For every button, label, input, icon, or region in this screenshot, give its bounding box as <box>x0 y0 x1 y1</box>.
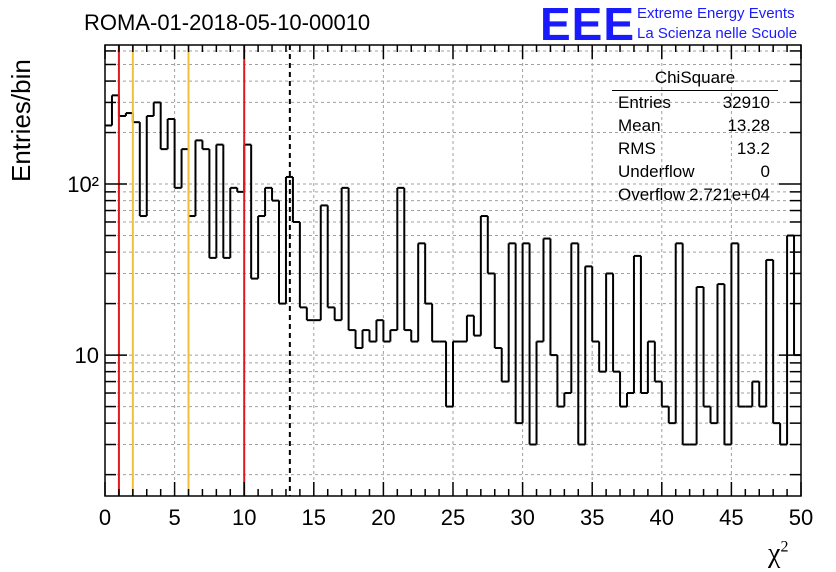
plot-title: ROMA-01-2018-05-10-00010 <box>84 10 371 35</box>
y-tick-label: 10² <box>67 172 99 197</box>
x-axis-label: χ2 <box>768 538 788 570</box>
x-tick-label: 15 <box>302 505 326 530</box>
stats-key: Overflow <box>618 185 686 204</box>
stats-value: 13.2 <box>736 139 770 158</box>
x-tick-label: 25 <box>441 505 465 530</box>
x-tick-label: 45 <box>719 505 743 530</box>
axis-ticks <box>104 45 802 496</box>
stats-value: 0 <box>760 162 770 181</box>
x-tick-label: 20 <box>371 505 395 530</box>
histogram-bars <box>105 94 801 446</box>
y-axis-label: Entries/bin <box>6 59 36 182</box>
stats-row-underflow: Underflow 0 <box>618 162 770 184</box>
stats-row-entries: Entries 32910 <box>618 93 770 115</box>
stats-divider <box>612 90 778 91</box>
stats-key: Underflow <box>618 162 695 181</box>
stats-row-rms: RMS 13.2 <box>618 139 770 161</box>
stats-title: ChiSquare <box>654 68 736 87</box>
stats-value: 2.721e+04 <box>689 185 770 204</box>
tick-labels: 0 5 10 15 20 25 30 35 40 45 50 10 10² <box>67 172 813 530</box>
brand-name: Extreme Energy Events <box>637 5 795 22</box>
x-axis-label-base: χ <box>768 538 781 569</box>
stats-value: 32910 <box>722 93 770 112</box>
y-tick-label: 10 <box>75 343 99 368</box>
stats-key: Entries <box>618 93 671 112</box>
x-axis-label-sup: 2 <box>780 538 789 556</box>
stats-key: RMS <box>618 139 656 158</box>
x-tick-label: 5 <box>168 505 180 530</box>
stats-value: 13.28 <box>727 116 770 135</box>
x-tick-label: 50 <box>789 505 813 530</box>
x-tick-label: 0 <box>99 505 111 530</box>
x-tick-label: 35 <box>580 505 604 530</box>
stats-key: Mean <box>618 116 661 135</box>
eee-logo: EEE <box>540 0 636 50</box>
threshold-lines <box>117 45 291 496</box>
x-tick-label: 10 <box>232 505 256 530</box>
x-tick-label: 40 <box>650 505 674 530</box>
x-tick-label: 30 <box>510 505 534 530</box>
stats-box: ChiSquare Entries 32910 Mean 13.28 RMS 1… <box>612 66 778 204</box>
stats-row-mean: Mean 13.28 <box>618 116 770 138</box>
brand-tagline: La Scienza nelle Scuole <box>637 25 798 42</box>
stats-row-overflow: Overflow 2.721e+04 <box>618 185 770 207</box>
